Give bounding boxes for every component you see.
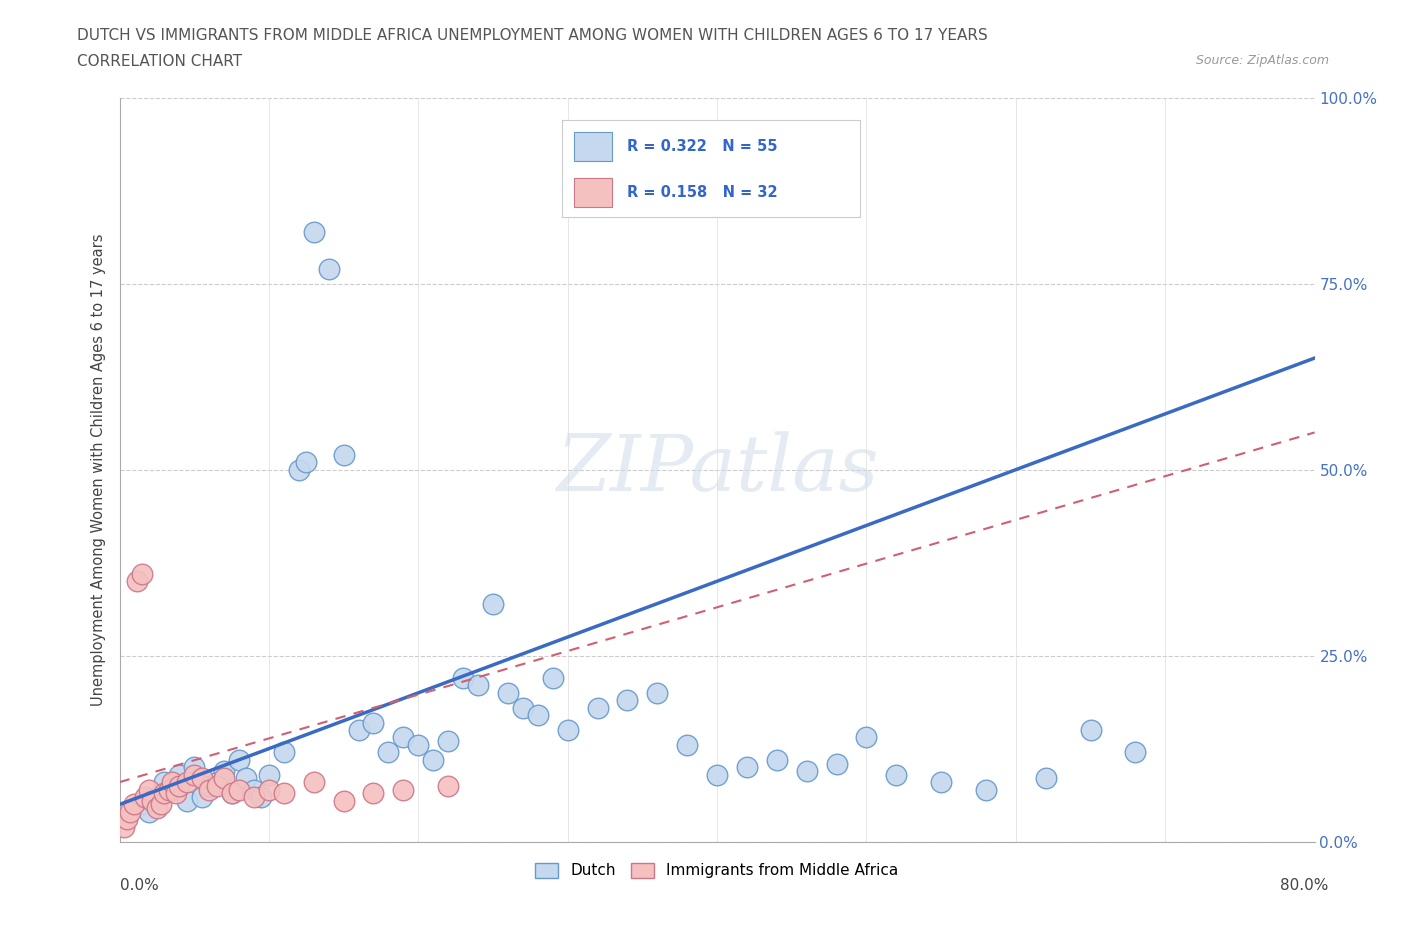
Point: [735, 760, 758, 775]
Text: 80.0%: 80.0%: [1281, 878, 1329, 893]
Point: [228, 782, 250, 797]
Point: [160, 782, 183, 797]
Point: [153, 775, 176, 790]
Point: [706, 767, 728, 782]
Point: [332, 793, 354, 808]
Point: [302, 775, 325, 790]
Point: [886, 767, 908, 782]
Point: [150, 797, 173, 812]
Point: [796, 764, 818, 778]
Y-axis label: Unemployment Among Women with Children Ages 6 to 17 years: Unemployment Among Women with Children A…: [91, 233, 107, 706]
Point: [257, 767, 280, 782]
Point: [138, 804, 160, 819]
Point: [131, 797, 153, 812]
Point: [392, 730, 415, 745]
Point: [190, 790, 212, 804]
Text: 0.0%: 0.0%: [120, 878, 159, 893]
Point: [451, 671, 474, 685]
Text: CORRELATION CHART: CORRELATION CHART: [77, 54, 242, 69]
Point: [437, 734, 460, 749]
Point: [176, 793, 198, 808]
Point: [363, 786, 385, 801]
Point: [586, 700, 609, 715]
Point: [825, 756, 848, 771]
Point: [273, 786, 295, 801]
Point: [127, 574, 149, 589]
Point: [212, 764, 235, 778]
Point: [332, 447, 354, 462]
Point: [974, 782, 997, 797]
Point: [482, 596, 505, 611]
Point: [766, 752, 789, 767]
Point: [557, 723, 579, 737]
Point: [1035, 771, 1057, 786]
Point: [169, 778, 191, 793]
Point: [138, 782, 160, 797]
Point: [228, 752, 250, 767]
Point: [422, 752, 444, 767]
Point: [190, 771, 212, 786]
Point: [363, 715, 385, 730]
Point: [198, 782, 221, 797]
Point: [146, 801, 169, 816]
Point: [496, 685, 519, 700]
Point: [176, 775, 198, 790]
Point: [408, 737, 430, 752]
Point: [647, 685, 669, 700]
Point: [318, 261, 340, 276]
Point: [616, 693, 638, 708]
Point: [157, 782, 180, 797]
Point: [541, 671, 564, 685]
Point: [295, 455, 318, 470]
Point: [347, 723, 370, 737]
Point: [118, 804, 141, 819]
Point: [855, 730, 877, 745]
Point: [221, 786, 243, 801]
Point: [377, 745, 399, 760]
Point: [243, 782, 266, 797]
Point: [467, 678, 489, 693]
Point: [527, 708, 550, 723]
Point: [250, 790, 273, 804]
Point: [437, 778, 460, 793]
Point: [392, 782, 415, 797]
Point: [243, 790, 266, 804]
Point: [112, 819, 135, 834]
Point: [288, 462, 311, 477]
Point: [165, 786, 187, 801]
Point: [205, 775, 228, 790]
Point: [221, 786, 243, 801]
Point: [153, 786, 176, 801]
Point: [160, 775, 183, 790]
Point: [257, 782, 280, 797]
Point: [676, 737, 699, 752]
Point: [235, 771, 257, 786]
Point: [169, 767, 191, 782]
Point: [124, 797, 146, 812]
Point: [1080, 723, 1102, 737]
Point: [302, 224, 325, 239]
Text: Source: ZipAtlas.com: Source: ZipAtlas.com: [1195, 54, 1329, 67]
Point: [115, 812, 138, 827]
Text: ZIPatlas: ZIPatlas: [555, 432, 879, 508]
Point: [273, 745, 295, 760]
Point: [134, 790, 156, 804]
Point: [512, 700, 534, 715]
Text: DUTCH VS IMMIGRANTS FROM MIDDLE AFRICA UNEMPLOYMENT AMONG WOMEN WITH CHILDREN AG: DUTCH VS IMMIGRANTS FROM MIDDLE AFRICA U…: [77, 28, 988, 43]
Point: [1125, 745, 1147, 760]
Point: [183, 760, 205, 775]
Point: [929, 775, 952, 790]
Point: [131, 566, 153, 581]
Point: [146, 790, 169, 804]
Point: [205, 778, 228, 793]
Point: [198, 778, 221, 793]
Point: [183, 767, 205, 782]
Point: [141, 793, 163, 808]
Point: [212, 771, 235, 786]
Legend: Dutch, Immigrants from Middle Africa: Dutch, Immigrants from Middle Africa: [529, 857, 905, 884]
